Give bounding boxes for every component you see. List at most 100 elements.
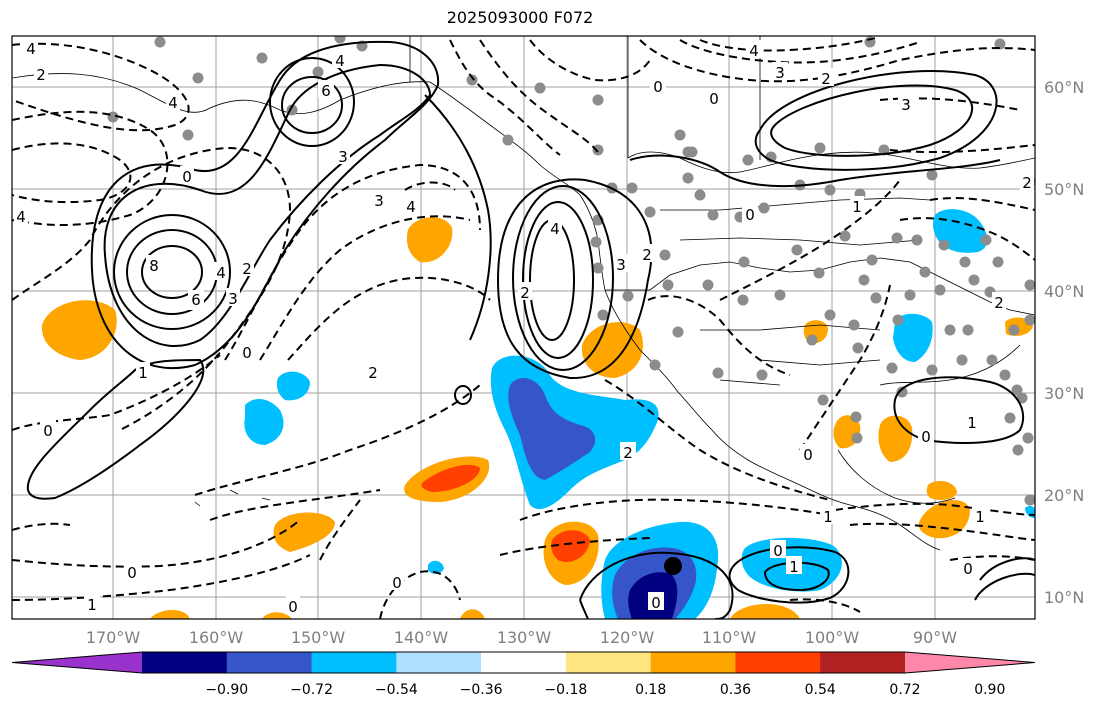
latitude-tick-label: 60°N xyxy=(1044,78,1084,97)
position-marker xyxy=(664,557,682,575)
anomaly-cyan-gulf-coast xyxy=(893,313,933,362)
contour-label: 0 xyxy=(709,90,719,108)
anomaly-red-tropical xyxy=(551,530,590,562)
contour-label: 3 xyxy=(228,290,238,308)
contour-label: 0 xyxy=(242,344,252,362)
contour-label: 1 xyxy=(823,508,833,526)
contour-label: 3 xyxy=(374,192,384,210)
contour-label: 0 xyxy=(773,542,783,560)
contour-label: 4 xyxy=(168,94,178,112)
colorbar-tick-label: 0.54 xyxy=(805,682,836,698)
colorbar-swatch xyxy=(142,652,228,673)
colorbar-extend-left xyxy=(12,652,142,673)
map-title: 2025093000 F072 xyxy=(446,8,594,27)
contour-label: 0 xyxy=(651,594,661,612)
longitude-tick-label: 110°W xyxy=(702,628,757,647)
longitude-tick-label: 150°W xyxy=(291,628,346,647)
contour-label: 4 xyxy=(550,220,560,238)
contour-label: 4 xyxy=(216,264,226,282)
colorbar-tick-label: 0.36 xyxy=(720,682,751,698)
colorbar-swatch xyxy=(311,652,397,673)
contour-label: 0 xyxy=(288,598,298,616)
contour-label: 2 xyxy=(1022,174,1032,192)
contour-label: 8 xyxy=(149,257,159,275)
anomaly-orange-hawaii xyxy=(273,512,335,552)
longitude-tick-label: 140°W xyxy=(394,628,449,647)
contour-label: 3 xyxy=(338,148,348,166)
station-markers xyxy=(107,36,1035,506)
contour-label: 2 xyxy=(520,284,530,302)
latitude-tick-label: 40°N xyxy=(1044,282,1084,301)
contour-label: 0 xyxy=(392,574,402,592)
latitude-tick-label: 30°N xyxy=(1044,384,1084,403)
contour-label: 2 xyxy=(623,444,633,462)
contour-label: 2 xyxy=(36,66,46,84)
latitude-tick-label: 10°N xyxy=(1044,588,1084,607)
contour-label: 4 xyxy=(406,198,416,216)
latitude-tick-label: 20°N xyxy=(1044,486,1084,505)
contour-label: 0 xyxy=(182,168,192,186)
anomaly-orange-baja xyxy=(581,322,643,378)
contour-label: 1 xyxy=(852,198,862,216)
contour-label: 2 xyxy=(242,260,252,278)
contour-label: 2 xyxy=(368,364,378,382)
colorbar xyxy=(11,651,1036,674)
colorbar-swatch xyxy=(650,652,736,673)
contour-label: 1 xyxy=(789,558,799,576)
contour-label: 3 xyxy=(616,256,626,274)
colorbar-swatch xyxy=(481,652,567,673)
colorbar-swatch xyxy=(735,652,821,673)
anomaly-orange-north-pacific xyxy=(406,217,453,263)
contour-label: 2 xyxy=(994,294,1004,312)
longitude-tick-label: 90°W xyxy=(913,628,957,647)
contour-label: 4 xyxy=(16,208,26,226)
colorbar-tick-label: 0.90 xyxy=(974,682,1005,698)
dashed-contours xyxy=(12,37,1035,619)
anomaly-orange-central-pacific xyxy=(41,300,117,360)
latitude-axis: 60°N 50°N 40°N 30°N 20°N 10°N xyxy=(1044,78,1084,607)
contour-label: 6 xyxy=(321,82,331,100)
colorbar-swatch xyxy=(565,652,652,673)
contour-label: 2 xyxy=(821,70,831,88)
longitude-tick-label: 130°W xyxy=(497,628,552,647)
longitude-tick-label: 170°W xyxy=(86,628,141,647)
colorbar-tick-label: −0.72 xyxy=(290,682,333,698)
colorbar-swatch xyxy=(396,652,482,673)
anomaly-red-hawaii-east xyxy=(421,464,480,492)
anomaly-orange-south-edge xyxy=(150,603,800,619)
contour-label-group: 8 6 4 3 2 1 0 0 0 1 4 6 3 3 4 2 0 0 4 2 … xyxy=(14,38,1034,616)
colorbar-tick-labels: −0.90 −0.72 −0.54 −0.36 −0.18 0.18 0.36 0.54 0.7… xyxy=(205,682,1005,698)
contour-label: 1 xyxy=(87,596,97,614)
anomaly-blue-tropical-east xyxy=(508,377,596,480)
map-frame xyxy=(11,35,1036,620)
contour-label: 0 xyxy=(127,564,137,582)
small-contour-ring xyxy=(454,385,472,405)
contour-label: 4 xyxy=(26,40,36,58)
longitude-tick-label: 100°W xyxy=(805,628,860,647)
colorbar-outline xyxy=(11,651,1036,674)
longitude-tick-label: 160°W xyxy=(189,628,244,647)
colorbar-tick-label: 0.72 xyxy=(889,682,920,698)
contour-label: 2 xyxy=(642,246,652,264)
contour-label: 1 xyxy=(975,508,985,526)
colorbar-swatch xyxy=(226,652,313,673)
longitude-axis: 170°W 160°W 150°W 140°W 130°W 120°W 110°… xyxy=(86,628,957,647)
contour-label: 3 xyxy=(775,64,785,82)
contour-label: 4 xyxy=(749,42,759,60)
contour-label: 6 xyxy=(191,291,201,309)
anomaly-cyan-central-pacific xyxy=(244,371,310,445)
colorbar-tick-label: −0.18 xyxy=(544,682,587,698)
contour-label: 0 xyxy=(921,428,931,446)
contour-label: 1 xyxy=(138,364,148,382)
colorbar-tick-label: −0.36 xyxy=(460,682,503,698)
contour-label: 4 xyxy=(335,52,345,70)
contour-label: 0 xyxy=(43,422,53,440)
colorbar-tick-label: −0.54 xyxy=(375,682,418,698)
colorbar-tick-label: −0.90 xyxy=(205,682,248,698)
colorbar-swatch xyxy=(820,652,906,673)
contour-label: 0 xyxy=(803,446,813,464)
contour-label: 0 xyxy=(653,78,663,96)
colorbar-extend-right xyxy=(905,652,1035,673)
contour-label: 1 xyxy=(967,414,977,432)
